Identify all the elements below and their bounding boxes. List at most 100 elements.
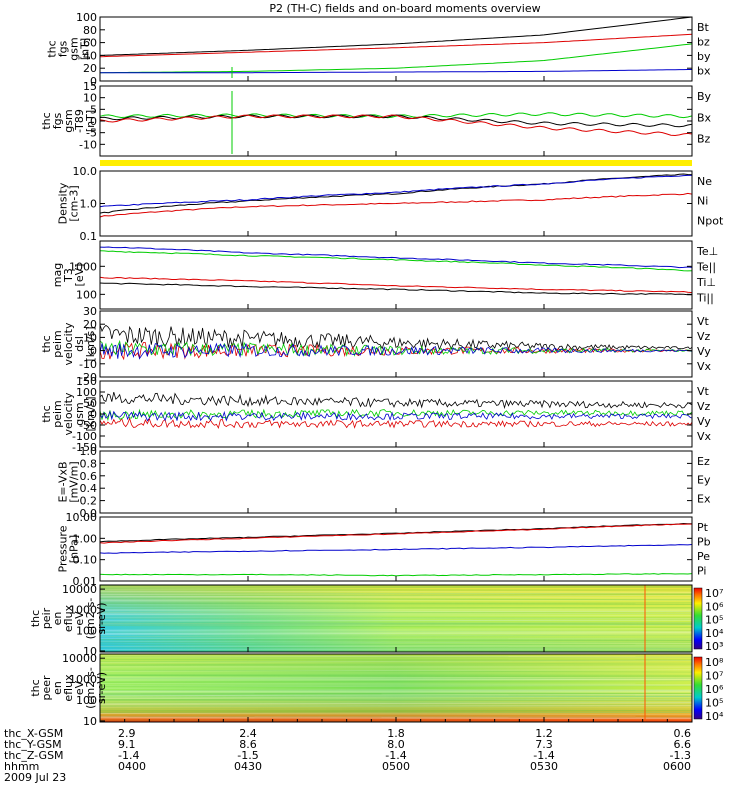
y-axis-label-line: thc: [46, 40, 59, 57]
y-tick-label: 40: [83, 49, 97, 62]
legend-Npot: Npot: [697, 214, 724, 227]
legend-Ni: Ni: [697, 195, 708, 208]
y-axis-label-line: gsm: [62, 109, 75, 132]
y-axis-label: E=-VxB[mV/m]: [57, 461, 81, 502]
colorbar-tick-label: 10⁵: [705, 614, 723, 627]
spectrogram-streak: [99, 610, 693, 613]
legend-Ex: Ex: [697, 492, 711, 505]
legend-Pb: Pb: [697, 536, 711, 549]
y-axis-label-line: en: [51, 681, 64, 695]
y-axis-label-line: eV: [73, 680, 86, 695]
colorbar: [693, 587, 703, 650]
y-axis-label: thcpeirenefluxeV(cm2-s-sr-eV): [29, 598, 108, 640]
y-tick-label: -5: [86, 127, 97, 140]
y-tick-label: 0.01: [73, 575, 98, 588]
legend-Vy: Vy: [697, 415, 711, 428]
y-axis-label-line: peer: [40, 675, 53, 701]
spectrogram-streak: [99, 664, 693, 666]
x-tick-label-ygsm: 8.0: [387, 738, 405, 751]
y-tick-label: 0.1: [80, 230, 98, 243]
series-line-Pb: [99, 523, 692, 544]
spectrogram-streak: [99, 639, 693, 642]
y-axis-label-line: gsm: [73, 402, 86, 425]
spectrogram-streak: [99, 694, 693, 698]
spectrogram-streak: [99, 684, 693, 688]
y-axis-label: thcfgsgsm[nT]: [46, 37, 92, 60]
y-tick-label: 1000: [69, 260, 97, 273]
y-tick-label: 0: [90, 345, 97, 358]
y-tick-label: 0: [90, 408, 97, 421]
spectrogram-streak: [99, 695, 693, 698]
spectrogram-streak: [99, 634, 693, 638]
spectrogram-streak: [99, 629, 693, 632]
spectrogram-shading: [100, 654, 692, 722]
spectrogram-streak: [99, 611, 693, 615]
x-tick-label-zgsm: -1.4: [385, 749, 406, 762]
legend-Pi: Pi: [697, 565, 706, 578]
colorbar-tick-label: 10⁷: [705, 587, 723, 600]
colorbar: [693, 656, 703, 720]
y-tick-label: 0: [90, 115, 97, 128]
x-tick-label-xgsm: 0.6: [674, 727, 692, 740]
legend-bz: bz: [697, 36, 710, 49]
series-line-Pi: [99, 544, 693, 554]
y-axis-label-line: peim: [51, 330, 64, 358]
y-axis-label-line: [nT]: [79, 38, 92, 60]
y-tick-label: 150: [76, 375, 97, 388]
spectrogram-streak: [99, 622, 693, 625]
x-tick-label-xgsm: 1.2: [535, 727, 553, 740]
y-tick-label: -100: [72, 430, 97, 443]
panel-4: 100 1000 Te⊥ Te|| Ti⊥ Ti|| magT3[eV]: [51, 240, 718, 310]
y-tick-label: 1.00: [73, 532, 98, 545]
y-axis-label: Density[cm-3]: [57, 182, 81, 224]
x-tick-label-ygsm: 7.3: [535, 738, 553, 751]
series-line-Vx: [99, 342, 693, 360]
y-tick-label: 10.00: [66, 511, 98, 524]
y-axis-label-line: fgs: [57, 40, 70, 57]
y-tick-label: -50: [79, 419, 97, 432]
x-tick-label-ygsm: 6.6: [674, 738, 692, 751]
ephemeris-row-label: thc_Y-GSM: [4, 738, 62, 751]
spectrogram-streak: [99, 712, 693, 716]
legend-Vx: Vx: [697, 430, 712, 443]
spectrogram-streak: [99, 616, 693, 620]
x-tick-label-xgsm: 2.9: [118, 727, 136, 740]
spectrogram-streak: [99, 588, 693, 592]
spectrogram-streak: [99, 594, 693, 598]
x-tick-label-xgsm: 1.8: [387, 727, 405, 740]
x-tick-label-hhmm: 0430: [234, 760, 262, 773]
series-line-Te||: [99, 282, 693, 296]
spectrogram-streak: [99, 689, 693, 692]
series-line-Vz: [99, 417, 693, 429]
y-axis-label: thcfgsgsm-T89[nT]: [40, 109, 97, 133]
spectrogram-streak: [99, 602, 693, 605]
spectrogram-streak: [99, 691, 693, 694]
spectrogram-streak: [99, 622, 693, 624]
y-tick-label: 100: [76, 11, 97, 24]
spectrogram-streak: [99, 695, 693, 698]
series-line-bz: [99, 33, 693, 58]
y-axis-label-line: velocity: [62, 392, 75, 435]
date-label: 2009 Jul 23: [4, 771, 66, 784]
spectrogram-streak: [99, 607, 693, 610]
spectrogram-streak: [99, 624, 693, 626]
colorbar-tick-label: 10⁸: [705, 656, 724, 669]
y-axis-label-line: thc: [40, 335, 53, 352]
y-tick-label: 10: [83, 92, 97, 105]
legend-Vy: Vy: [697, 345, 711, 358]
legend-Ti⊥: Ti⊥: [696, 276, 716, 289]
spectrogram-streak: [99, 659, 693, 663]
spectrogram-streak: [99, 630, 693, 633]
y-tick-label: 5: [90, 103, 97, 116]
spectrogram-streak: [99, 595, 693, 599]
y-axis-label-line: Density: [57, 182, 70, 224]
series-line-Ti||: [99, 250, 693, 272]
colorbar-tick-label: 10⁷: [705, 670, 723, 683]
spectrogram-streak: [99, 632, 693, 635]
spectrogram-streak: [99, 638, 693, 641]
spectrogram-streak: [99, 679, 693, 681]
legend-Vt: Vt: [697, 315, 710, 328]
spectrogram-streak: [99, 693, 693, 697]
